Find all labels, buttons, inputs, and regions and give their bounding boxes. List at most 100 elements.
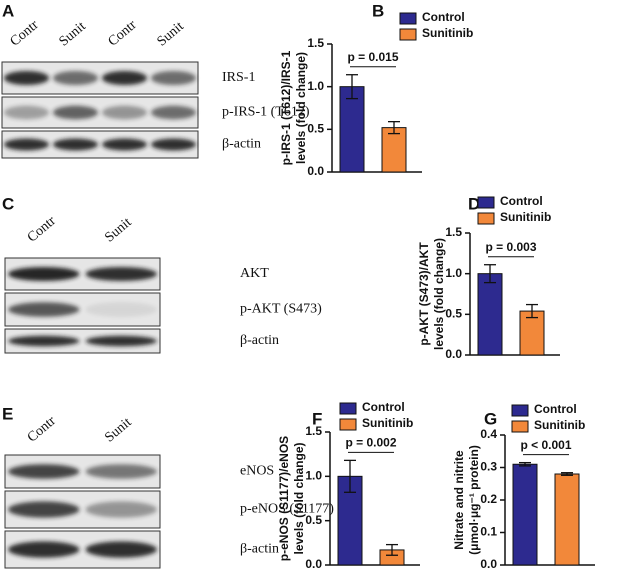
p-value: p = 0.003 — [485, 240, 536, 254]
panel-letter: D — [468, 194, 480, 213]
y-tick-label: 0.0 — [305, 557, 322, 571]
y-tick-label: 0.1 — [480, 525, 497, 539]
error-bar — [386, 543, 398, 556]
y-tick-label: 1.5 — [307, 36, 324, 50]
legend-swatch — [399, 28, 417, 41]
legend-swatch — [339, 402, 357, 415]
y-axis-label: (μmol·μg⁻¹ protein) — [467, 445, 481, 555]
error-bar — [344, 459, 356, 493]
y-axis-label: levels (fold change) — [292, 442, 306, 554]
blot-band — [150, 70, 197, 86]
blot-band — [3, 105, 50, 120]
lane-label: Contr — [25, 213, 59, 245]
legend-label: Control — [534, 402, 577, 416]
lane-label: Contr — [7, 17, 41, 49]
blot-band — [8, 335, 80, 347]
row-label: IRS-1 — [222, 70, 255, 85]
lane-label: Sunit — [102, 415, 134, 446]
y-tick-label: 1.0 — [307, 79, 324, 93]
panel-letter: G — [484, 409, 497, 428]
blot-band — [52, 138, 99, 151]
bar — [519, 310, 545, 356]
legend-label: Control — [422, 10, 465, 24]
legend-swatch — [511, 420, 529, 433]
y-tick-label: 1.0 — [445, 266, 462, 280]
blot-band — [8, 541, 80, 558]
lane-label: Contr — [25, 413, 59, 445]
lane-label: Sunit — [154, 19, 186, 50]
bar — [512, 463, 538, 566]
row-label: β-actin — [240, 333, 279, 348]
blot-band — [8, 302, 80, 317]
y-axis-label: p-eNOS (S1177)/eNOS — [277, 436, 291, 561]
lane-label: Sunit — [56, 19, 88, 50]
legend-swatch — [477, 196, 495, 209]
legend-label: Sunitinib — [422, 26, 473, 40]
blot-band — [85, 266, 157, 282]
y-tick-label: 1.5 — [445, 225, 462, 239]
y-tick-label: 0.5 — [445, 307, 462, 321]
panel-letter: E — [2, 404, 13, 423]
legend-label: Control — [500, 194, 543, 208]
blot-band — [8, 464, 80, 479]
y-tick-label: 0.3 — [480, 460, 497, 474]
blot-band — [101, 138, 148, 151]
legend-label: Control — [362, 400, 405, 414]
error-bar — [388, 121, 400, 135]
row-label: β-actin — [222, 137, 261, 152]
y-tick-label: 0.0 — [307, 164, 324, 178]
y-axis-label: levels (fold change) — [294, 52, 308, 164]
legend-label: Sunitinib — [362, 416, 413, 430]
blot-band — [85, 541, 157, 558]
legend-label: Sunitinib — [500, 210, 551, 224]
row-label: AKT — [240, 266, 269, 281]
blot-band — [3, 138, 50, 151]
row-label: β-actin — [240, 542, 279, 557]
lane-label: Sunit — [102, 215, 134, 246]
row-label: p-AKT (S473) — [240, 302, 322, 317]
bar — [477, 273, 503, 356]
y-axis-label: Nitrate and nitrite — [452, 450, 466, 550]
bar — [381, 127, 407, 173]
y-tick-label: 0.2 — [480, 492, 497, 506]
panel-letter: A — [2, 1, 14, 20]
blot-band — [85, 464, 157, 479]
panel-letter: B — [372, 1, 384, 20]
legend-swatch — [477, 212, 495, 225]
p-value: p < 0.001 — [520, 438, 571, 452]
error-bar — [346, 74, 358, 100]
blot-band — [150, 138, 197, 151]
bar — [339, 86, 365, 173]
blot-band — [8, 501, 80, 518]
blot-band — [150, 105, 197, 120]
p-value: p = 0.015 — [347, 50, 398, 64]
bar — [554, 473, 580, 566]
panel-letter: F — [312, 409, 322, 428]
y-tick-label: 0.0 — [445, 347, 462, 361]
blot-band — [52, 70, 99, 86]
legend-swatch — [511, 404, 529, 417]
legend-label: Sunitinib — [534, 418, 585, 432]
panel-letter: C — [2, 194, 14, 213]
y-tick-label: 0.0 — [480, 557, 497, 571]
blot-band — [52, 105, 99, 120]
y-tick-label: 0.5 — [305, 513, 322, 527]
lane-label: Contr — [105, 17, 139, 49]
y-axis-label: levels (fold change) — [432, 238, 446, 350]
blot-band — [85, 335, 157, 347]
legend-swatch — [399, 12, 417, 25]
blot-band — [85, 501, 157, 518]
legend-swatch — [339, 418, 357, 431]
blot-band — [3, 70, 50, 86]
row-label: p-eNOS (S1177) — [240, 502, 334, 517]
blot-band — [85, 302, 157, 317]
row-label: p-IRS-1 (T612) — [222, 105, 310, 120]
error-bar — [519, 461, 531, 467]
y-axis-label: p-AKT (S473)/AKT — [417, 242, 431, 346]
p-value: p = 0.002 — [345, 436, 396, 450]
error-bar — [561, 472, 573, 476]
blot-band — [101, 70, 148, 86]
blot-band — [8, 266, 80, 282]
blot-band — [101, 105, 148, 120]
